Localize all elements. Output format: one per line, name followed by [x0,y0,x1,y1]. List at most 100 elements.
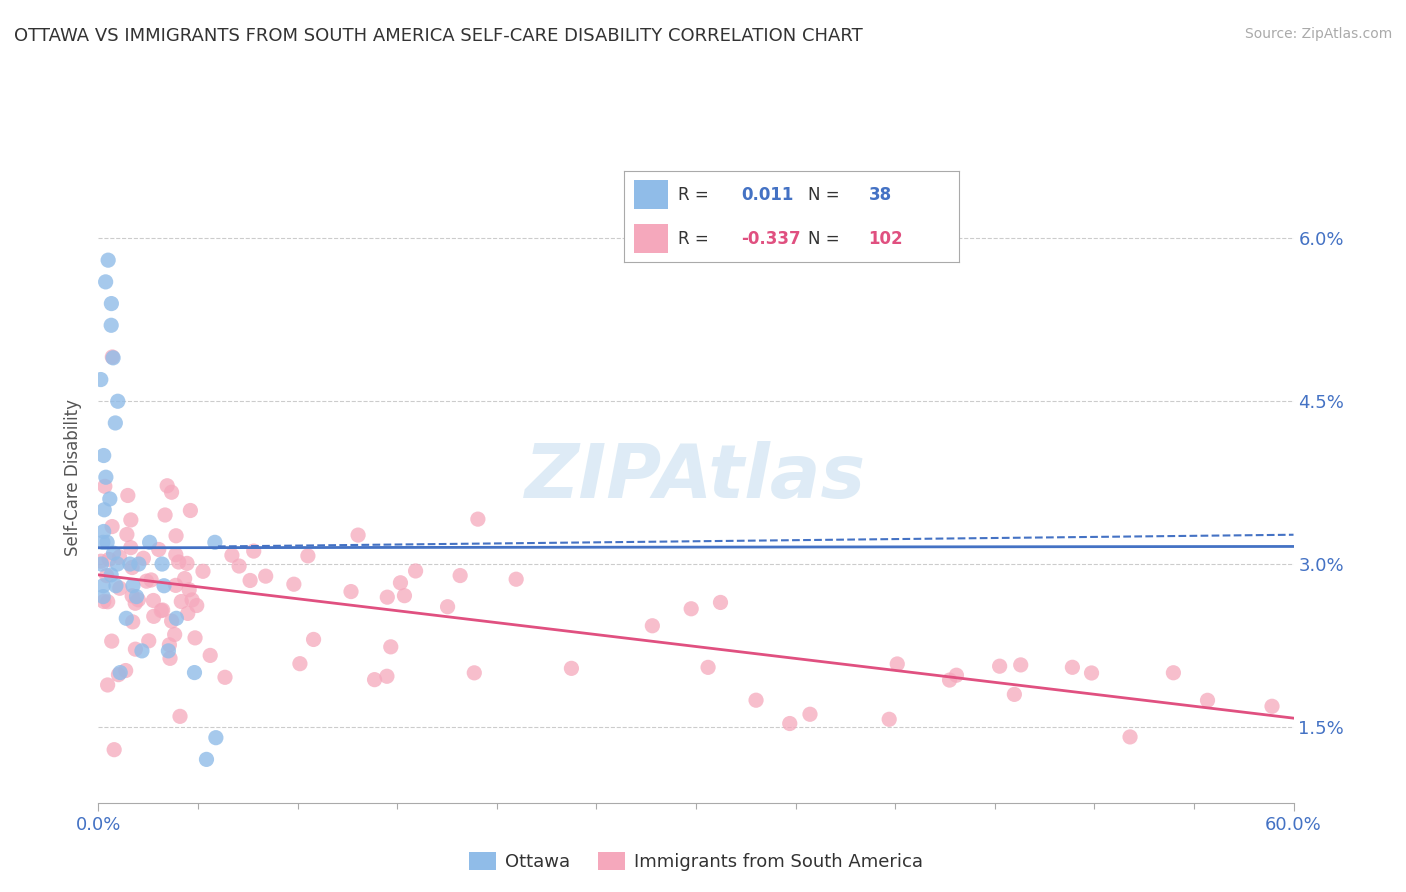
Point [449,568,471,582]
Text: 0.011: 0.011 [741,186,794,204]
Point [120,513,142,527]
Point [101,350,124,364]
Point [132,551,155,566]
Point [160,614,183,628]
Point [221,548,243,562]
Point [375,669,398,683]
Point [877,712,900,726]
Point [340,584,363,599]
Point [96,535,118,549]
Text: N =: N = [808,229,845,248]
Point [114,664,136,678]
Point [167,555,190,569]
Point [176,557,198,571]
Point [135,574,157,588]
Point [94,470,117,484]
Point [115,527,138,541]
Point [117,488,139,502]
Text: R =: R = [678,186,714,204]
Point [177,607,200,621]
Point [100,634,122,648]
Point [179,503,201,517]
Point [131,644,153,658]
Point [138,535,160,549]
Point [170,594,193,608]
Point [100,318,122,333]
Point [1261,699,1284,714]
Point [681,601,703,615]
Point [90,554,112,568]
Point [150,557,173,571]
Point [93,524,115,539]
Point [93,449,115,463]
Point [104,416,127,430]
Point [380,640,402,654]
Point [97,678,120,692]
Point [186,599,208,613]
Point [121,589,143,603]
Point [94,275,117,289]
Point [152,603,174,617]
Point [938,673,960,687]
Point [560,661,582,675]
Point [98,552,121,566]
Point [389,575,412,590]
Point [169,709,191,723]
Point [1002,687,1025,701]
Point [141,573,163,587]
Point [128,557,150,571]
Point [120,541,142,555]
Point [124,596,146,610]
Point [297,549,319,563]
Point [104,579,127,593]
Point [121,560,143,574]
Point [697,660,720,674]
Point [153,508,176,522]
Point [148,542,170,557]
Point [91,590,114,604]
Point [125,590,148,604]
Point [1010,657,1032,672]
Point [799,707,821,722]
Point [181,593,204,607]
Point [886,657,908,671]
Point [283,577,305,591]
Point [179,582,201,597]
FancyBboxPatch shape [634,180,668,210]
Point [122,579,145,593]
Point [505,572,527,586]
Point [205,731,228,745]
Point [228,559,250,574]
Text: OTTAWA VS IMMIGRANTS FROM SOUTH AMERICA SELF-CARE DISABILITY CORRELATION CHART: OTTAWA VS IMMIGRANTS FROM SOUTH AMERICA … [14,27,863,45]
Point [184,631,207,645]
Point [107,557,129,571]
Point [254,569,277,583]
Point [150,604,173,618]
Point [157,644,180,658]
Point [91,535,114,549]
Point [195,752,218,766]
Text: 38: 38 [869,186,891,204]
Point [183,665,205,680]
Point [394,589,416,603]
Point [745,693,768,707]
Point [463,665,485,680]
Point [1080,665,1102,680]
Point [101,519,124,533]
Point [103,742,125,756]
Point [214,670,236,684]
Point [165,611,187,625]
Point [124,642,146,657]
Point [159,651,181,665]
Point [91,579,114,593]
Point [96,568,118,582]
Point [779,716,801,731]
Point [97,595,120,609]
Point [165,578,187,592]
Text: N =: N = [808,186,845,204]
Point [347,528,370,542]
Point [641,619,664,633]
Point [118,557,141,571]
Point [107,394,129,409]
Point [97,253,120,268]
